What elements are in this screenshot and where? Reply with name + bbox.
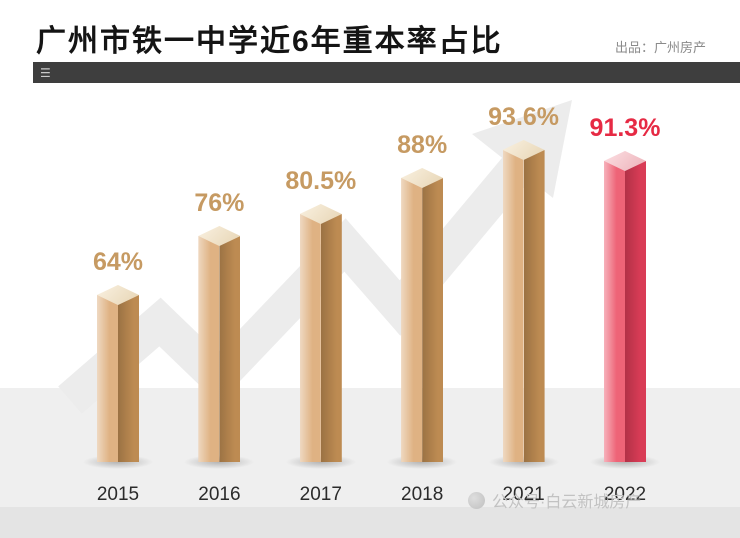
- bar-right-face: [625, 161, 646, 462]
- bar-value-label: 88%: [397, 131, 448, 159]
- watermark-text: 公众号·白云新城房产: [492, 494, 642, 511]
- bar-left-face: [97, 295, 118, 462]
- bar-right-face: [320, 214, 342, 462]
- bar-value-label: 64%: [92, 248, 144, 276]
- footer-watermark: 公众号·白云新城房产: [468, 488, 641, 512]
- bar-left-face: [198, 236, 220, 462]
- x-axis-year-label: 2021: [502, 484, 545, 505]
- bar-column: [198, 226, 241, 462]
- chart-title: 广州市铁一中学近6年重本率占比: [36, 25, 503, 58]
- bar-value-label: 93.6%: [488, 103, 560, 131]
- footer-band: [0, 507, 740, 538]
- hamburger-menu-icon[interactable]: ☰: [40, 65, 51, 80]
- x-axis-year-label: 2017: [299, 484, 342, 505]
- bar-value-label: 80.5%: [285, 167, 357, 195]
- bar-right-face: [422, 178, 444, 462]
- bar-column: [299, 204, 342, 462]
- bar-right-face: [523, 150, 545, 462]
- bar-right-face: [118, 295, 139, 462]
- bar-value-label: 76%: [194, 189, 245, 217]
- bar-value-label: 91.3%: [589, 114, 661, 142]
- bar-left-face: [401, 178, 423, 462]
- bar-column: [502, 140, 545, 462]
- bar-column-highlight: [604, 151, 646, 462]
- x-axis-year-label: 2016: [198, 484, 241, 505]
- bar-column: [401, 168, 444, 462]
- source-credit: 出品：广州房产: [614, 40, 706, 55]
- x-axis-year-label: 2022: [603, 484, 647, 505]
- bar-column: [97, 285, 139, 462]
- watermark-logo-icon: [468, 491, 485, 509]
- toolbar: ☰: [33, 62, 740, 83]
- x-axis-year-label: 2015: [96, 484, 140, 505]
- bar-left-face: [502, 150, 524, 462]
- bar-left-face: [299, 214, 321, 462]
- x-axis-year-label: 2018: [401, 484, 444, 505]
- bar-left-face: [604, 161, 625, 462]
- bar-right-face: [219, 236, 241, 462]
